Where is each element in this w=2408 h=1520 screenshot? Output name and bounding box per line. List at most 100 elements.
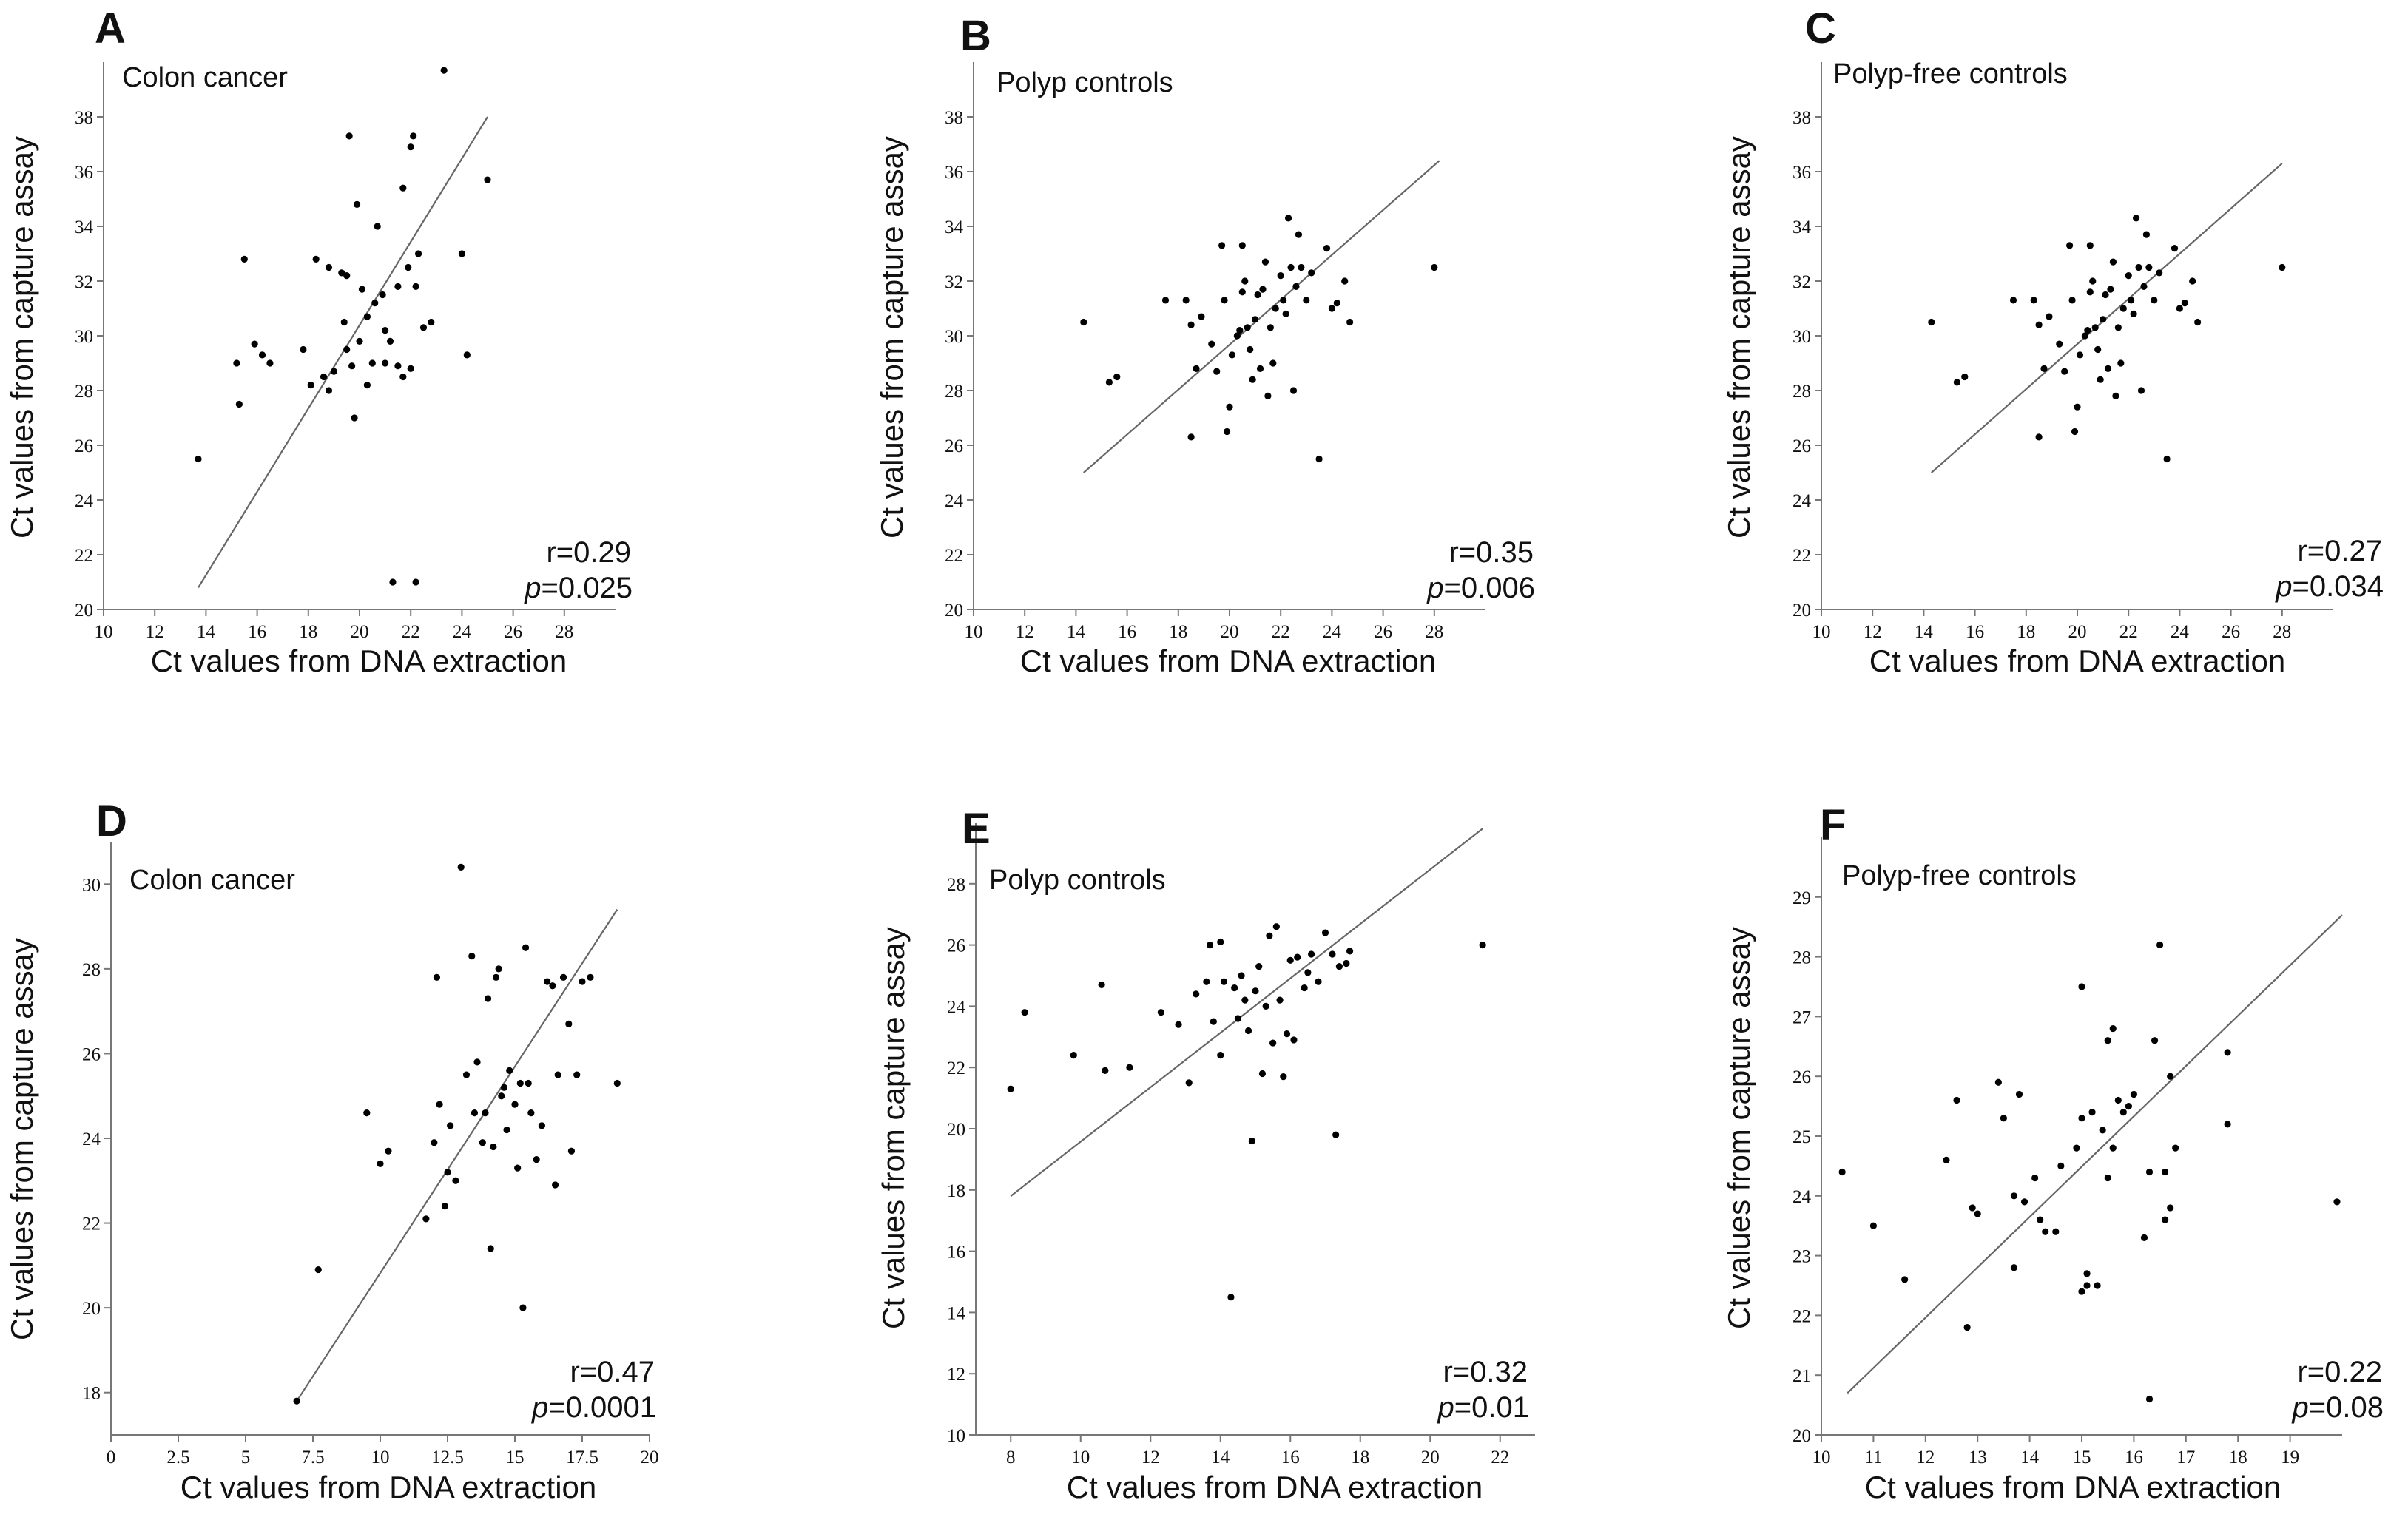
x-tick-label-B: 10 <box>965 622 983 642</box>
data-point-A <box>410 132 417 140</box>
data-point-C <box>2084 327 2091 334</box>
data-point-C <box>2076 351 2084 359</box>
data-point-D <box>565 1020 573 1027</box>
y-tick-label-F: 24 <box>1792 1187 1812 1207</box>
y-tick-label-E: 22 <box>947 1058 965 1078</box>
y-tick-label-E: 24 <box>947 997 966 1017</box>
data-point-B <box>1187 321 1195 328</box>
data-point-D <box>487 1245 494 1252</box>
y-tick-label-C: 36 <box>1792 163 1811 183</box>
panel-letter-F: F <box>1820 801 1846 849</box>
x-axis-label-B: Ct values from DNA extraction <box>1020 644 1437 678</box>
x-axis-label-D: Ct values from DNA extraction <box>181 1470 597 1504</box>
data-point-F <box>2145 1168 2154 1176</box>
p-symbol-A: p <box>524 572 541 604</box>
data-point-F <box>1869 1222 1877 1229</box>
data-point-B <box>1303 297 1310 304</box>
data-point-D <box>527 1109 535 1117</box>
x-tick-label-F: 15 <box>2073 1448 2091 1467</box>
data-point-A <box>379 291 386 299</box>
y-tick-label-A: 20 <box>75 601 93 621</box>
data-point-C <box>2109 258 2117 266</box>
panel-C: 10 12 14 16 18 20 22 24 26 28 20 22 24 26 28 30 32 34 36 38… <box>1721 4 2384 678</box>
data-point-C <box>2035 433 2043 441</box>
data-point-E <box>1126 1064 1133 1071</box>
data-point-B <box>1431 263 1438 271</box>
data-point-C <box>2030 297 2037 304</box>
data-point-F <box>2167 1073 2174 1080</box>
y-tick-label-A: 38 <box>75 108 93 128</box>
data-point-B <box>1233 332 1241 340</box>
data-point-B <box>1247 345 1254 354</box>
y-tick-label-A: 22 <box>75 546 93 566</box>
x-axis-label-F: Ct values from DNA extraction <box>1865 1470 2281 1504</box>
data-point-E <box>1266 932 1273 939</box>
data-point-D <box>457 863 465 871</box>
y-axis-label-F: Ct values from capture assay <box>1721 927 1756 1329</box>
data-point-F <box>2078 983 2085 990</box>
data-point-E <box>1301 984 1308 992</box>
data-point-E <box>1021 1009 1028 1016</box>
y-tick-label-C: 28 <box>1792 382 1811 402</box>
y-axis-label-C: Ct values from capture assay <box>1721 136 1756 538</box>
p-value-F: p=0.08 <box>2292 1391 2384 1424</box>
data-point-A <box>325 387 333 394</box>
x-axis-label-E: Ct values from DNA extraction <box>1067 1470 1483 1504</box>
data-point-C <box>1953 379 1960 386</box>
data-point-A <box>419 324 428 331</box>
x-tick-label-E: 14 <box>1211 1448 1230 1467</box>
y-tick-label-B: 26 <box>945 436 963 456</box>
y-tick-label-F: 25 <box>1792 1127 1811 1147</box>
p-value-C: p=0.034 <box>2275 570 2384 603</box>
data-point-D <box>492 973 500 981</box>
data-point-F <box>2224 1121 2231 1128</box>
data-point-A <box>412 578 419 586</box>
data-point-A <box>258 351 266 359</box>
x-tick-label-E: 8 <box>1006 1448 1016 1467</box>
regression-line-A <box>198 116 488 588</box>
data-point-C <box>2279 263 2286 271</box>
regression-line-E <box>1010 828 1483 1197</box>
data-point-B <box>1267 324 1274 331</box>
data-point-C <box>2156 269 2163 277</box>
panel-title-A: Colon cancer <box>122 62 288 93</box>
x-tick-label-B: 28 <box>1425 622 1443 642</box>
data-point-C <box>2094 345 2102 354</box>
data-point-E <box>1238 972 1245 979</box>
data-point-E <box>1286 956 1294 964</box>
x-tick-label-D: 0 <box>107 1448 116 1467</box>
data-point-E <box>1007 1085 1014 1092</box>
data-point-A <box>440 67 448 74</box>
data-point-F <box>2140 1234 2148 1241</box>
y-tick-label-D: 26 <box>82 1044 101 1064</box>
data-point-F <box>2037 1216 2044 1223</box>
data-point-F <box>2088 1109 2096 1116</box>
p-symbol-C: p <box>2275 570 2292 603</box>
data-point-D <box>549 982 556 990</box>
y-tick-label-A: 28 <box>75 382 93 402</box>
data-point-C <box>2074 403 2081 411</box>
panel-letter-E: E <box>962 805 991 853</box>
data-point-A <box>363 313 371 320</box>
x-tick-label-F: 12 <box>1916 1448 1935 1467</box>
data-point-E <box>1248 1137 1255 1145</box>
data-point-B <box>1198 313 1205 320</box>
data-point-B <box>1289 387 1298 394</box>
data-point-B <box>1161 297 1170 304</box>
data-point-F <box>2104 1174 2111 1182</box>
data-point-E <box>1315 978 1322 985</box>
data-point-E <box>1217 938 1224 946</box>
y-tick-label-F: 26 <box>1792 1067 1811 1087</box>
data-point-B <box>1249 376 1256 383</box>
x-tick-label-F: 17 <box>2176 1448 2195 1467</box>
data-point-B <box>1333 300 1340 307</box>
data-point-F <box>2333 1198 2341 1206</box>
r-value-F: r=0.22 <box>2297 1356 2382 1388</box>
data-point-E <box>1304 969 1312 976</box>
data-point-E <box>1346 948 1354 955</box>
data-point-A <box>371 300 379 307</box>
x-tick-label-C: 16 <box>1966 622 1984 642</box>
x-tick-label-F: 18 <box>2229 1448 2247 1467</box>
panel-A: 10 12 14 16 18 20 22 24 26 28 20 22 24 26 28 30 32 34 36 38… <box>4 4 633 678</box>
